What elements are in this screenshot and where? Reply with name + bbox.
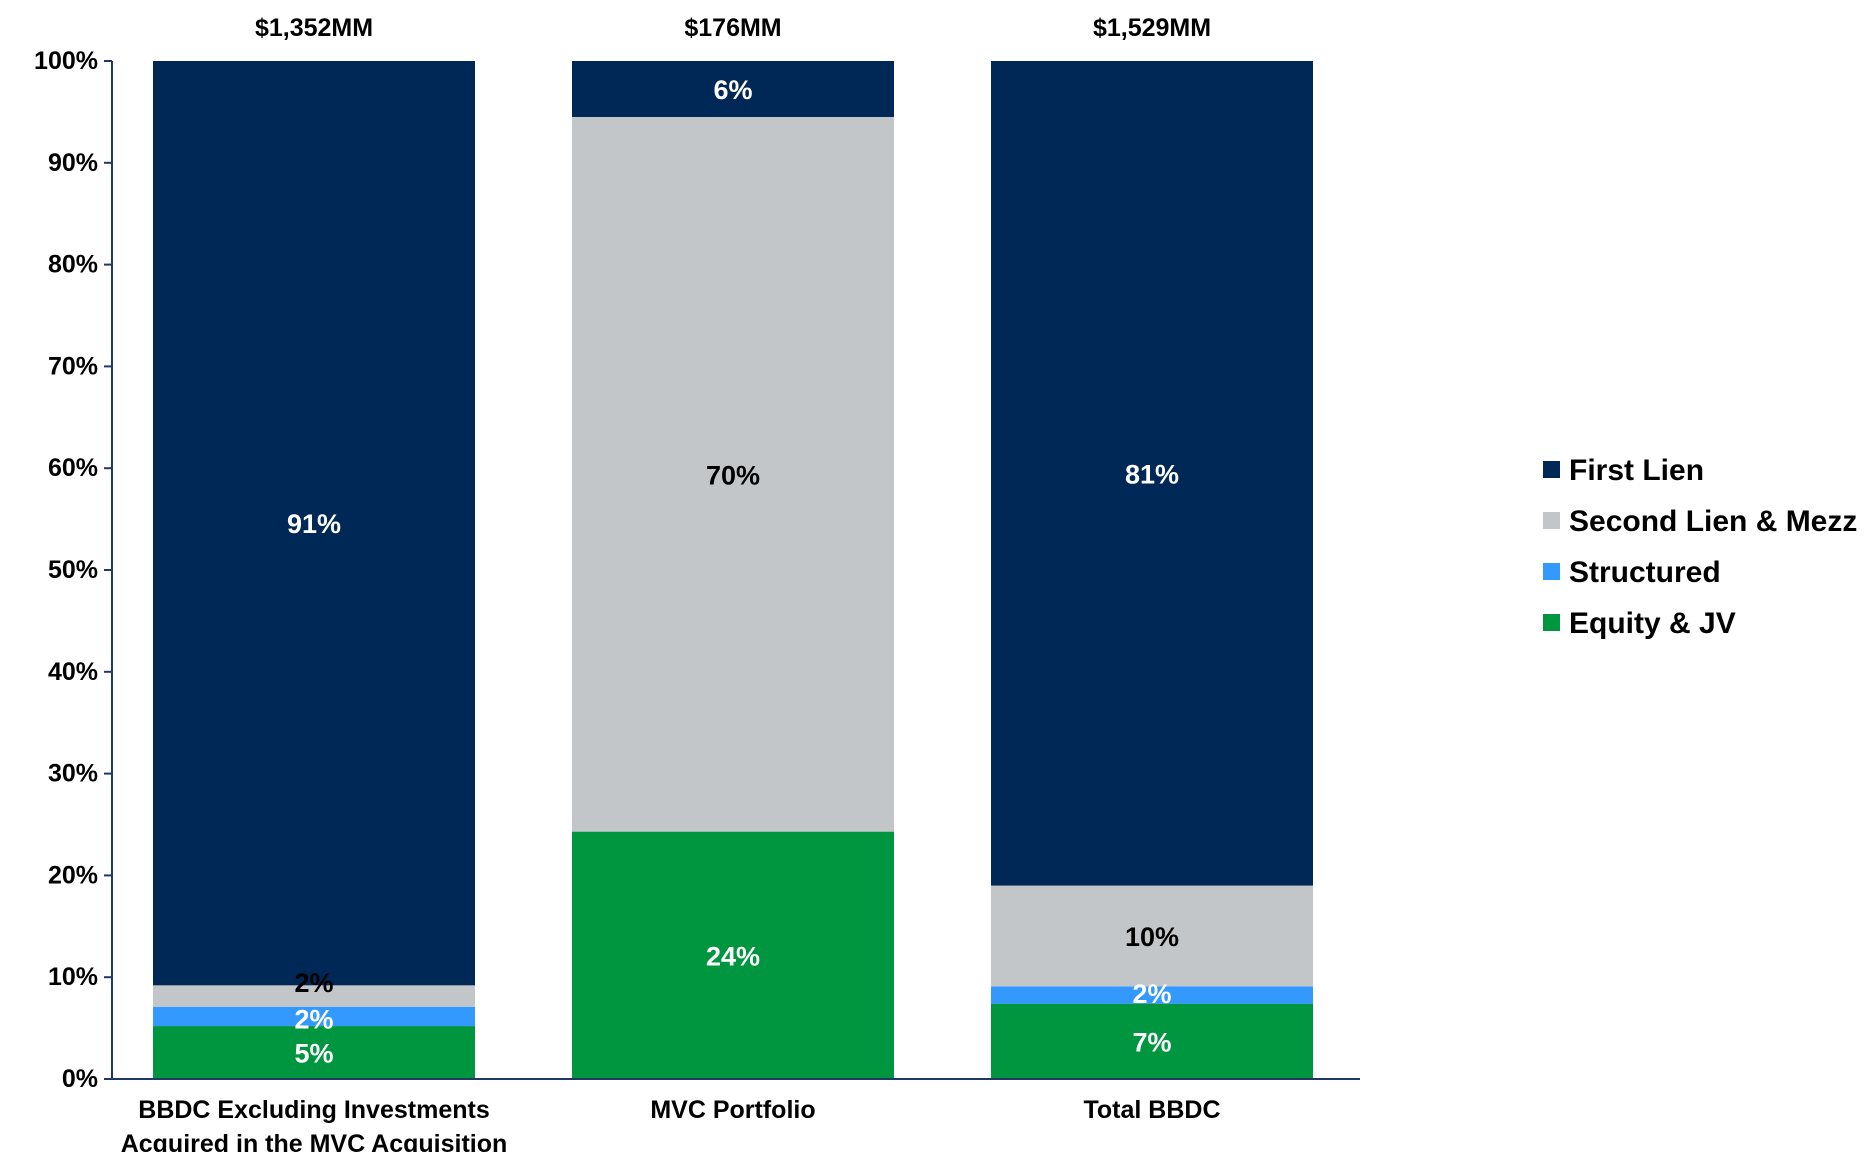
legend-label: Equity & JV [1569,607,1736,640]
bar-segment-equity-jv [572,831,894,1079]
bar-total-label: $1,529MM [1093,14,1211,42]
bar-total-label: $1,352MM [255,14,373,42]
y-tick-label: 50% [48,556,98,584]
x-axis: BBDC Excluding Investments Acquired in th… [112,1078,1360,1152]
legend-swatch [1543,512,1560,529]
data-label: 91% [287,509,341,539]
data-label: 10% [1125,922,1179,952]
y-tick-label: 40% [48,658,98,686]
bar-segment-first-lien [153,61,475,986]
bar-segment-structured [153,1006,475,1027]
legend-swatch [1543,563,1560,580]
x-tick-label: Acquired in the MVC Acquisition [121,1130,508,1152]
data-label: 2% [294,968,333,998]
x-tick-label: BBDC Excluding Investments [138,1096,489,1124]
data-label: 81% [1125,459,1179,489]
legend-swatch [1543,461,1560,478]
bars: 5% 2% 2% 91% 24% 70% 6% 7% 2% 10% 81% [153,61,1313,1079]
bar-segment-second-lien-mezz [572,116,894,832]
bar-segment-equity-jv [153,1026,475,1079]
y-tick-label: 90% [48,149,98,177]
y-tick-label: 80% [48,251,98,279]
y-tick-label: 70% [48,352,98,380]
bar-segment-equity-jv [991,1003,1313,1079]
data-label: 2% [1132,979,1171,1009]
y-tick-label: 60% [48,454,98,482]
x-tick-label: Total BBDC [1083,1096,1220,1124]
data-label: 24% [706,941,760,971]
x-tick-label: MVC Portfolio [650,1096,815,1124]
legend-label: First Lien [1569,454,1704,487]
legend: First Lien Second Lien & Mezz Structured Eq… [1543,454,1857,640]
bar-total-label: $176MM [684,14,781,42]
legend-label: Second Lien & Mezz [1569,505,1857,538]
y-axis: 0% 10% 20% 30% 40% 50% 60% 70% 80% 90% 100% [34,47,113,1093]
total-labels: $1,352MM $176MM $1,529MM [255,14,1211,42]
y-tick-label: 10% [48,963,98,991]
legend-swatch [1543,614,1560,631]
y-tick-label: 0% [62,1065,98,1093]
data-label: 5% [294,1039,333,1069]
bar-segment-second-lien-mezz [153,985,475,1007]
y-tick-label: 100% [34,47,98,75]
data-label: 70% [706,460,760,490]
bar-segment-first-lien [991,61,1313,886]
data-label: 7% [1132,1027,1171,1057]
y-tick-label: 30% [48,760,98,788]
legend-label: Structured [1569,556,1721,589]
data-label: 6% [713,75,752,105]
bar-segment-second-lien-mezz [991,885,1313,987]
y-tick-label: 20% [48,861,98,889]
bar-segment-structured [991,986,1313,1004]
data-label: 2% [294,1004,333,1034]
bar-segment-first-lien [572,61,894,117]
